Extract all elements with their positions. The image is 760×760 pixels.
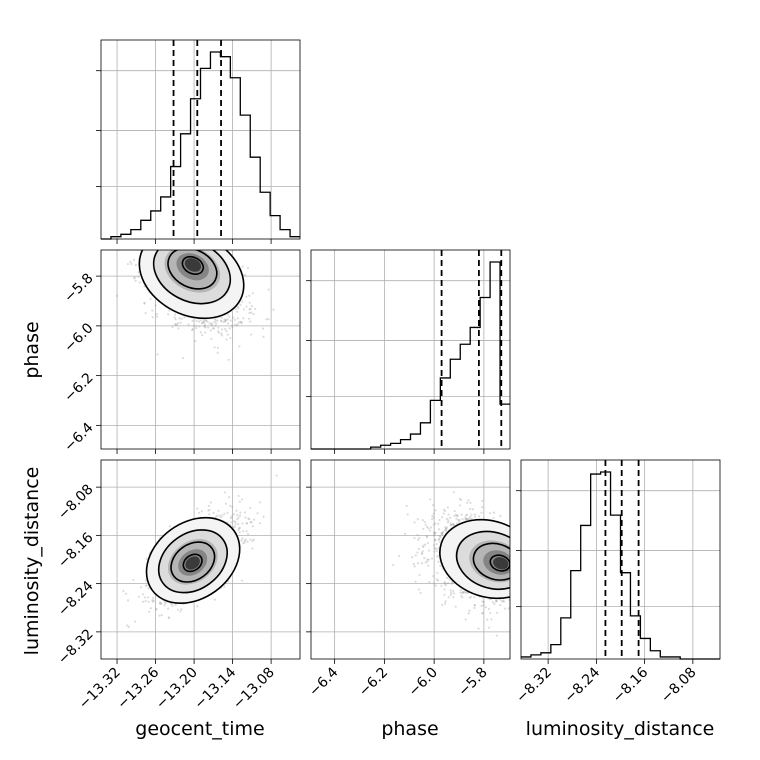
x-label-geocent-time: geocent_time xyxy=(135,718,264,740)
panel-border xyxy=(310,249,511,450)
histogram-step xyxy=(101,51,300,240)
grid xyxy=(101,40,300,239)
panels: −8.32 −8.24 −8.16 −8.08−6.4−6.2−6.0−5.8−13.… xyxy=(55,39,721,713)
x-tick-label: −8.32 xyxy=(513,665,555,707)
x-label-luminosity-distance: luminosity_distance xyxy=(526,718,715,740)
grid xyxy=(521,460,720,659)
y-tick-label: −8.32 xyxy=(55,626,97,668)
x-tick-label: −6.0 xyxy=(406,665,441,700)
y-label-luminosity-distance: luminosity_distance xyxy=(21,467,43,656)
y-axis-labels: phase luminosity_distance xyxy=(21,321,43,655)
contour-lines xyxy=(145,516,241,605)
scatter-geocent_time-vs-luminosity_distance: −13.32−13.26−13.20−13.14−13.08 −8.32 −8.24… xyxy=(55,459,301,713)
x-tick-label: −13.32 xyxy=(76,665,124,713)
x-tick-label: −8.24 xyxy=(562,664,604,706)
y-tick-label: −6.0 xyxy=(61,320,96,355)
x-tick-label: −8.08 xyxy=(658,665,700,707)
y-tick-label: −5.8 xyxy=(61,270,96,305)
x-tick-label: −13.26 xyxy=(114,664,162,712)
histogram-phase xyxy=(306,249,511,454)
histogram-geocent_time xyxy=(96,39,301,244)
histogram-step xyxy=(521,471,720,660)
x-tick-label: −5.8 xyxy=(455,665,490,700)
y-tick-label: −8.16 xyxy=(55,530,97,572)
panel-border xyxy=(310,459,511,660)
y-tick-label: −6.2 xyxy=(61,370,96,405)
x-tick-label: −8.16 xyxy=(610,664,652,706)
x-axis-labels: geocent_time phase luminosity_distance xyxy=(135,718,714,740)
y-label-phase: phase xyxy=(21,321,43,378)
grid xyxy=(311,250,510,449)
panel-border xyxy=(520,459,721,660)
x-label-phase: phase xyxy=(381,718,438,740)
panel-border xyxy=(100,39,301,240)
panel-border xyxy=(100,249,301,450)
x-tick-label: −13.14 xyxy=(191,664,239,712)
contour-lines xyxy=(439,518,510,600)
panel-border xyxy=(100,459,301,660)
y-tick-label: −6.4 xyxy=(61,420,96,455)
histogram-luminosity_distance: −8.32 −8.24 −8.16 −8.08 xyxy=(513,459,721,707)
x-tick-label: −13.20 xyxy=(153,665,201,713)
scatter-geocent_time-vs-phase: −6.4 −6.2 −6.0 −5.8 xyxy=(61,249,301,455)
y-tick-label: −8.08 xyxy=(55,481,97,523)
x-tick-label: −6.4 xyxy=(306,664,341,699)
x-tick-label: −6.2 xyxy=(356,665,391,700)
y-tick-label: −8.24 xyxy=(55,578,97,620)
scatter-phase-vs-luminosity_distance: −6.4 −6.2 −6.0 −5.8 xyxy=(306,459,511,700)
x-tick-label: −13.08 xyxy=(230,665,278,713)
contour-lines xyxy=(138,250,245,320)
